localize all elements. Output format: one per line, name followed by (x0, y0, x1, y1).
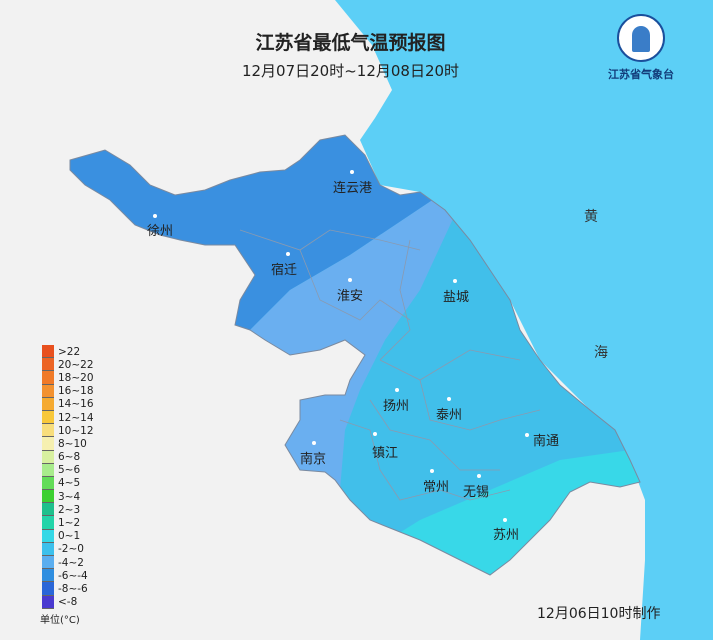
city-label: 淮安 (337, 289, 364, 304)
logo-text: 江苏省气象台 (608, 68, 674, 81)
legend-swatch (42, 397, 54, 411)
city-label: 苏州 (493, 528, 520, 543)
issue-time: 12月06日10时制作 (537, 606, 661, 622)
legend-swatch (42, 516, 54, 530)
legend-item: 4~5 (42, 476, 94, 491)
legend-label: -6~-4 (58, 569, 88, 582)
legend-swatch (42, 345, 54, 359)
city-label: 常州 (423, 480, 450, 495)
map-subtitle: 12月07日20时~12月08日20时 (241, 62, 460, 80)
legend-item: 10~12 (42, 424, 94, 438)
legend-label: 14~16 (58, 398, 94, 411)
legend-item: -2~0 (42, 542, 94, 556)
city-label: 泰州 (436, 408, 463, 423)
legend-item: 12~14 (42, 410, 94, 425)
legend-item: 16~18 (42, 384, 94, 398)
legend-item: 0~1 (42, 529, 94, 543)
legend-item: 18~20 (42, 371, 94, 385)
legend-item: 20~22 (42, 358, 94, 372)
map-title: 江苏省最低气温预报图 (255, 32, 446, 54)
city-dots (153, 170, 529, 522)
legend-swatch (42, 569, 54, 583)
legend-label: 3~4 (58, 490, 81, 503)
legend-swatch (42, 582, 54, 596)
city-label: 镇江 (372, 446, 399, 461)
legend-swatch (42, 437, 54, 451)
sea-label: 海 (594, 345, 608, 361)
legend-swatch (42, 358, 54, 372)
legend-label: >22 (58, 345, 81, 358)
pagoda-emblem-icon (617, 14, 665, 62)
legend-label: 1~2 (58, 517, 81, 530)
city-label: 南通 (533, 434, 560, 449)
legend-label: -4~2 (58, 556, 84, 569)
legend-label: -2~0 (58, 543, 84, 556)
legend-item: 8~10 (42, 437, 94, 451)
legend-swatch (42, 424, 54, 438)
legend-label: <-8 (58, 596, 78, 609)
legend-label: -8~-6 (58, 582, 88, 595)
legend-swatch (42, 503, 54, 517)
legend-item: >22 (42, 345, 94, 359)
legend-label: 10~12 (58, 424, 94, 437)
legend-item: 5~6 (42, 463, 94, 477)
legend-swatch (42, 410, 54, 425)
legend-swatch (42, 595, 54, 609)
legend-swatch (42, 556, 54, 570)
legend-item: <-8 (42, 595, 94, 609)
legend-swatch (42, 476, 54, 491)
legend-label: 20~22 (58, 358, 94, 371)
legend-swatch (42, 371, 54, 385)
legend-label: 6~8 (58, 451, 81, 464)
legend-label: 12~14 (58, 411, 94, 424)
city-label: 扬州 (383, 399, 410, 414)
legend-label: 2~3 (58, 503, 81, 516)
legend-label: 4~5 (58, 477, 81, 490)
legend-item: -6~-4 (42, 569, 94, 583)
legend-swatch (42, 529, 54, 543)
legend-item: 1~2 (42, 516, 94, 530)
legend-swatch (42, 450, 54, 464)
legend-label: 8~10 (58, 437, 87, 450)
legend: >22 20~22 18~20 16~18 14~16 12~14 10~12 8~10 6~8… (40, 345, 94, 626)
legend-item: 14~16 (42, 397, 94, 411)
legend-label: 18~20 (58, 371, 94, 384)
legend-unit: 单位(°C) (40, 614, 80, 626)
legend-item: -8~-6 (42, 582, 94, 596)
legend-swatch (42, 463, 54, 477)
legend-label: 5~6 (58, 464, 81, 477)
legend-item: 6~8 (42, 450, 94, 464)
legend-item: -4~2 (42, 556, 94, 570)
legend-swatch (42, 542, 54, 556)
city-label: 盐城 (443, 290, 470, 305)
city-label: 徐州 (147, 224, 174, 239)
sea (335, 0, 713, 640)
legend-label: 0~1 (58, 530, 81, 543)
prefecture-borders (239, 229, 541, 501)
legend-swatch (42, 384, 54, 398)
city-label: 宿迁 (271, 263, 298, 278)
legend-item: 3~4 (42, 490, 94, 504)
city-label: 连云港 (333, 181, 373, 196)
logo: 江苏省气象台 (596, 14, 686, 82)
legend-swatch (42, 490, 54, 504)
sea-label: 黄 (584, 209, 598, 225)
legend-label: 16~18 (58, 385, 94, 398)
city-label: 无锡 (463, 485, 490, 500)
legend-item: 2~3 (42, 503, 94, 517)
city-label: 南京 (300, 452, 327, 467)
